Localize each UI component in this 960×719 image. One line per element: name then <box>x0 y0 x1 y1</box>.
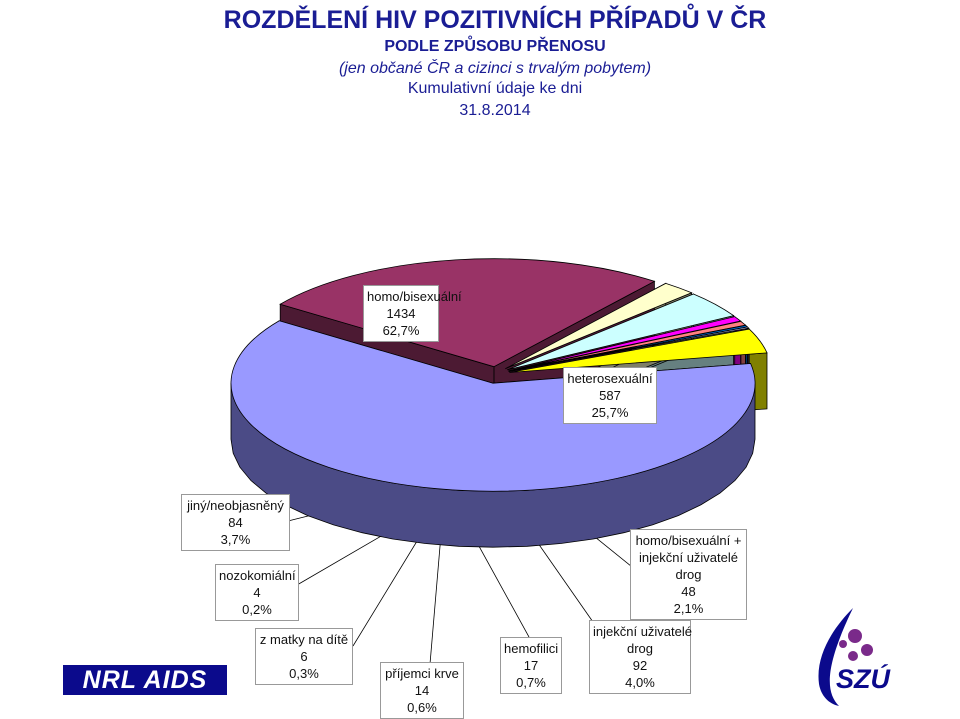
pie-slice-injekcni-uzivatele-drog <box>506 293 735 371</box>
label-hetero-name: heterosexuální <box>567 371 653 386</box>
label-krev-name: příjemci krve <box>385 666 459 681</box>
label-jiny: jiný/neobjasněný 84 3,7% <box>181 494 290 551</box>
label-nozo-name: nozokomiální <box>219 568 296 583</box>
label-homo-idu-name-2: injekční uživatelé <box>639 550 738 565</box>
chart-date: 31.8.2014 <box>459 102 531 119</box>
label-homo-name: homo/bisexuální <box>367 289 462 304</box>
label-idu-name-1: injekční uživatelé <box>593 624 692 639</box>
label-matky-percent: 0,3% <box>289 666 319 681</box>
label-jiny-percent: 3,7% <box>220 532 251 547</box>
label-homo-idu-name-3: drog <box>675 567 702 582</box>
szu-logo-swoosh <box>818 608 853 706</box>
label-hemo-count: 17 <box>523 658 539 673</box>
label-nozo-count: 4 <box>253 585 261 600</box>
szu-logo-dot-4 <box>839 640 847 648</box>
chart-date-caption: Kumulativní údaje ke dni <box>407 80 583 97</box>
szu-logo-text: SZÚ <box>836 664 890 694</box>
chart-title: ROZDĚLENÍ HIV POZITIVNÍCH PŘÍPADŮ V ČR <box>223 6 767 34</box>
chart-note: (jen občané ČR a cizinci s trvalým pobyt… <box>338 60 652 77</box>
label-hemo-percent: 0,7% <box>516 675 546 690</box>
label-jiny-count: 84 <box>228 515 243 530</box>
label-homo-idu: homo/bisexuální + injekční uživatelé dro… <box>630 529 747 620</box>
label-homo: homo/bisexuální 1434 62,7% <box>363 285 462 342</box>
label-matky: z matky na dítě 6 0,3% <box>255 628 353 685</box>
label-homo-idu-name-1: homo/bisexuální + <box>635 533 742 548</box>
pie-slice-homo-bisexualni <box>230 320 756 492</box>
szu-logo-dot-1 <box>848 629 862 643</box>
label-hetero: heterosexuální 587 25,7% <box>563 367 657 424</box>
label-krev-count: 14 <box>414 683 430 698</box>
label-hetero-count: 587 <box>599 388 621 403</box>
label-hemo-name: hemofilici <box>504 641 559 656</box>
nrl-aids-logo: NRL AIDS <box>63 665 227 695</box>
label-jiny-name: jiný/neobjasněný <box>187 498 284 513</box>
label-homo-count: 1434 <box>386 306 416 321</box>
label-matky-count: 6 <box>300 649 308 664</box>
chart-subtitle: PODLE ZPŮSOBU PŘENOSU <box>384 38 606 55</box>
szu-logo <box>818 608 873 706</box>
szu-logo-dot-3 <box>848 651 858 661</box>
label-matky-name: z matky na dítě <box>259 632 349 647</box>
label-nozo: nozokomiální 4 0,2% <box>215 564 299 621</box>
pie-slice-homo-bisexualni-injekcni-uzivatele-drog <box>505 282 693 370</box>
szu-logo-dot-2 <box>861 644 873 656</box>
label-idu-count: 92 <box>632 658 648 673</box>
label-homo-idu-percent: 2,1% <box>673 601 704 616</box>
pie-tops <box>230 258 768 492</box>
label-homo-percent: 62,7% <box>382 323 420 338</box>
label-homo-idu-count: 48 <box>681 584 696 599</box>
label-nozo-percent: 0,2% <box>242 602 272 617</box>
label-idu: injekční uživatelé drog 92 4,0% <box>589 620 692 694</box>
label-hemo: hemofilici 17 0,7% <box>500 637 562 694</box>
label-hetero-percent: 25,7% <box>591 405 629 420</box>
label-idu-name-2: drog <box>626 641 654 656</box>
label-idu-percent: 4,0% <box>625 675 655 690</box>
pie-slice-jiny-neobjasneny <box>509 328 768 373</box>
pie-slice-nozokomialni <box>508 326 750 372</box>
label-krev-percent: 0,6% <box>407 700 437 715</box>
label-krev: příjemci krve 14 0,6% <box>380 662 464 719</box>
